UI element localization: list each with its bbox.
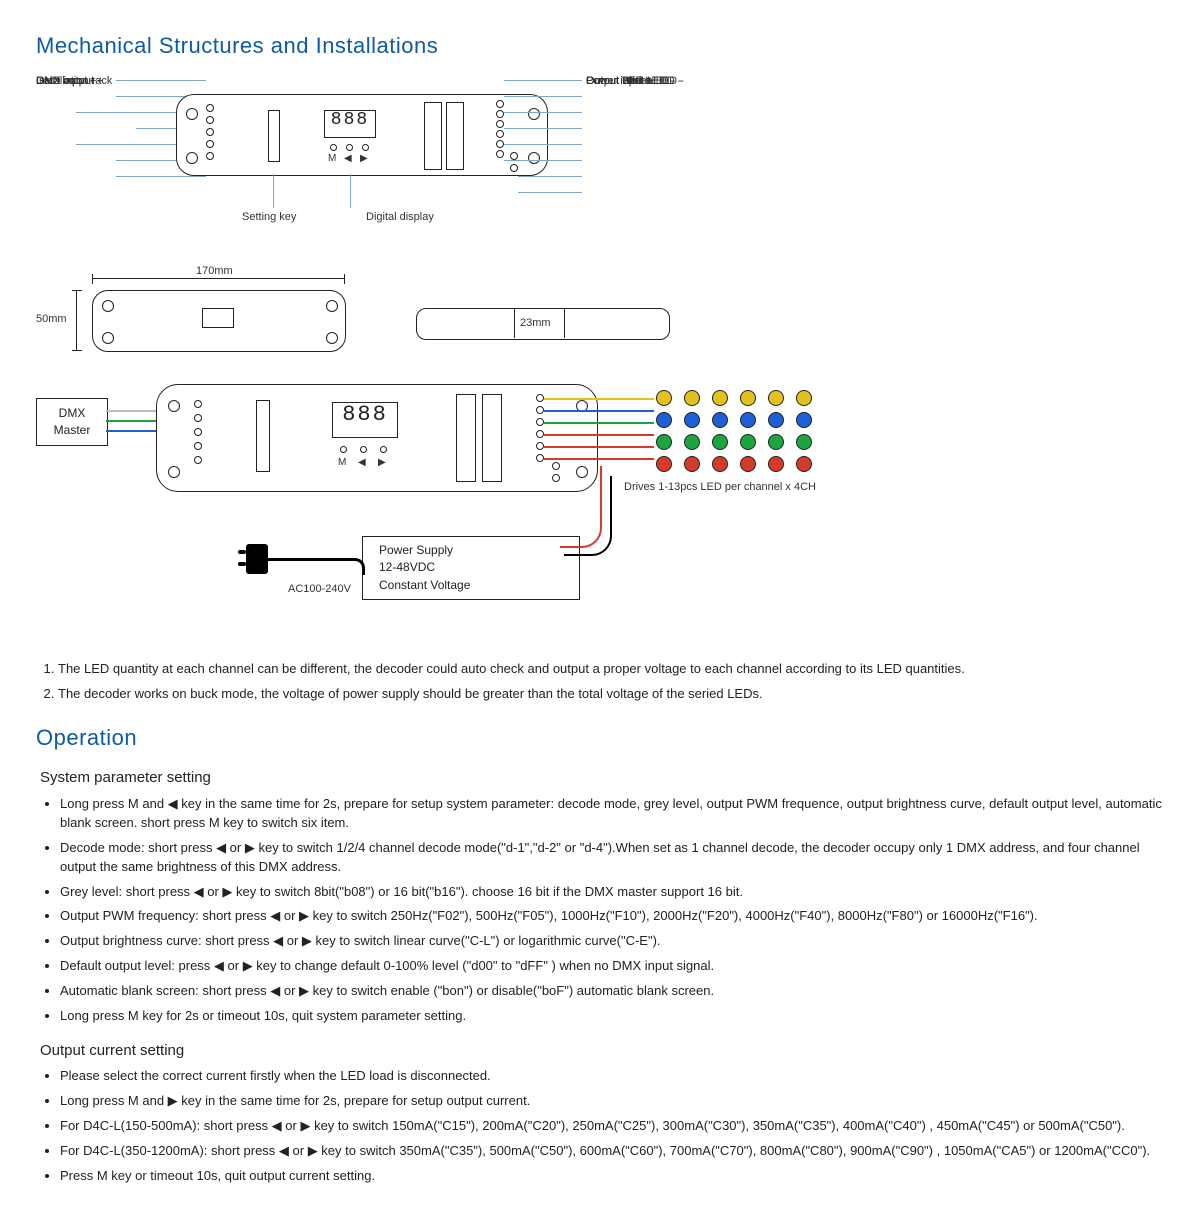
dim-width: 170mm [196, 264, 233, 280]
sys-item: Output PWM frequency: short press ◀ or ▶… [60, 907, 1164, 926]
lbl-setting-key: Setting key [242, 210, 296, 226]
sys-item: Automatic blank screen: short press ◀ or… [60, 982, 1164, 1001]
digital-display-top: 888 [324, 110, 376, 138]
lbl-dmx-out-plus: DMX output + [36, 74, 104, 90]
note-1: The LED quantity at each channel can be … [58, 660, 1164, 679]
ac-plug-icon [246, 544, 268, 574]
diagram-notes: The LED quantity at each channel can be … [38, 660, 1164, 704]
sys-item: Long press M and ◀ key in the same time … [60, 795, 1164, 833]
sub-output-current: Output current setting [40, 1040, 1164, 1062]
sys-item: Grey level: short press ◀ or ▶ key to sw… [60, 883, 1164, 902]
dims-diagram: 170mm 50mm 23mm [36, 270, 1164, 370]
dim-height: 50mm [36, 312, 67, 328]
out-item: For D4C-L(350-1200mA): short press ◀ or … [60, 1142, 1164, 1161]
dim-depth: 23mm [520, 316, 551, 332]
device-outline-wiring [156, 384, 598, 492]
sys-item: Long press M key for 2s or timeout 10s, … [60, 1007, 1164, 1026]
sys-item: Default output level: press ◀ or ▶ key t… [60, 957, 1164, 976]
sys-item: Output brightness curve: short press ◀ o… [60, 932, 1164, 951]
lbl-digital-display: Digital display [366, 210, 434, 226]
power-supply-box: Power Supply 12-48VDC Constant Voltage [362, 536, 580, 600]
note-2: The decoder works on buck mode, the volt… [58, 685, 1164, 704]
digital-display-wiring: 888 [332, 402, 398, 438]
ac-label: AC100-240V [288, 582, 351, 598]
section-title-1: Mechanical Structures and Installations [36, 30, 1164, 62]
system-param-list: Long press M and ◀ key in the same time … [42, 795, 1164, 1025]
top-diagram: DMX input + DMX input - GND Installation… [36, 74, 1164, 264]
drives-note: Drives 1-13pcs LED per channel x 4CH [624, 480, 816, 496]
out-item: Long press M and ▶ key in the same time … [60, 1092, 1164, 1111]
out-item: For D4C-L(150-500mA): short press ◀ or ▶… [60, 1117, 1164, 1136]
sub-system-param: System parameter setting [40, 767, 1164, 789]
out-item: Please select the correct current firstl… [60, 1067, 1164, 1086]
lbl-pin-minus: Power input - [586, 74, 651, 90]
section-title-2: Operation [36, 722, 1164, 754]
out-item: Press M key or timeout 10s, quit output … [60, 1167, 1164, 1186]
sys-item: Decode mode: short press ◀ or ▶ key to s… [60, 839, 1164, 877]
dmx-master-box: DMX Master [36, 398, 108, 446]
wiring-diagram: DMX Master 888 M ◀ ▶ [36, 376, 1164, 636]
output-current-list: Please select the correct current firstl… [42, 1067, 1164, 1185]
